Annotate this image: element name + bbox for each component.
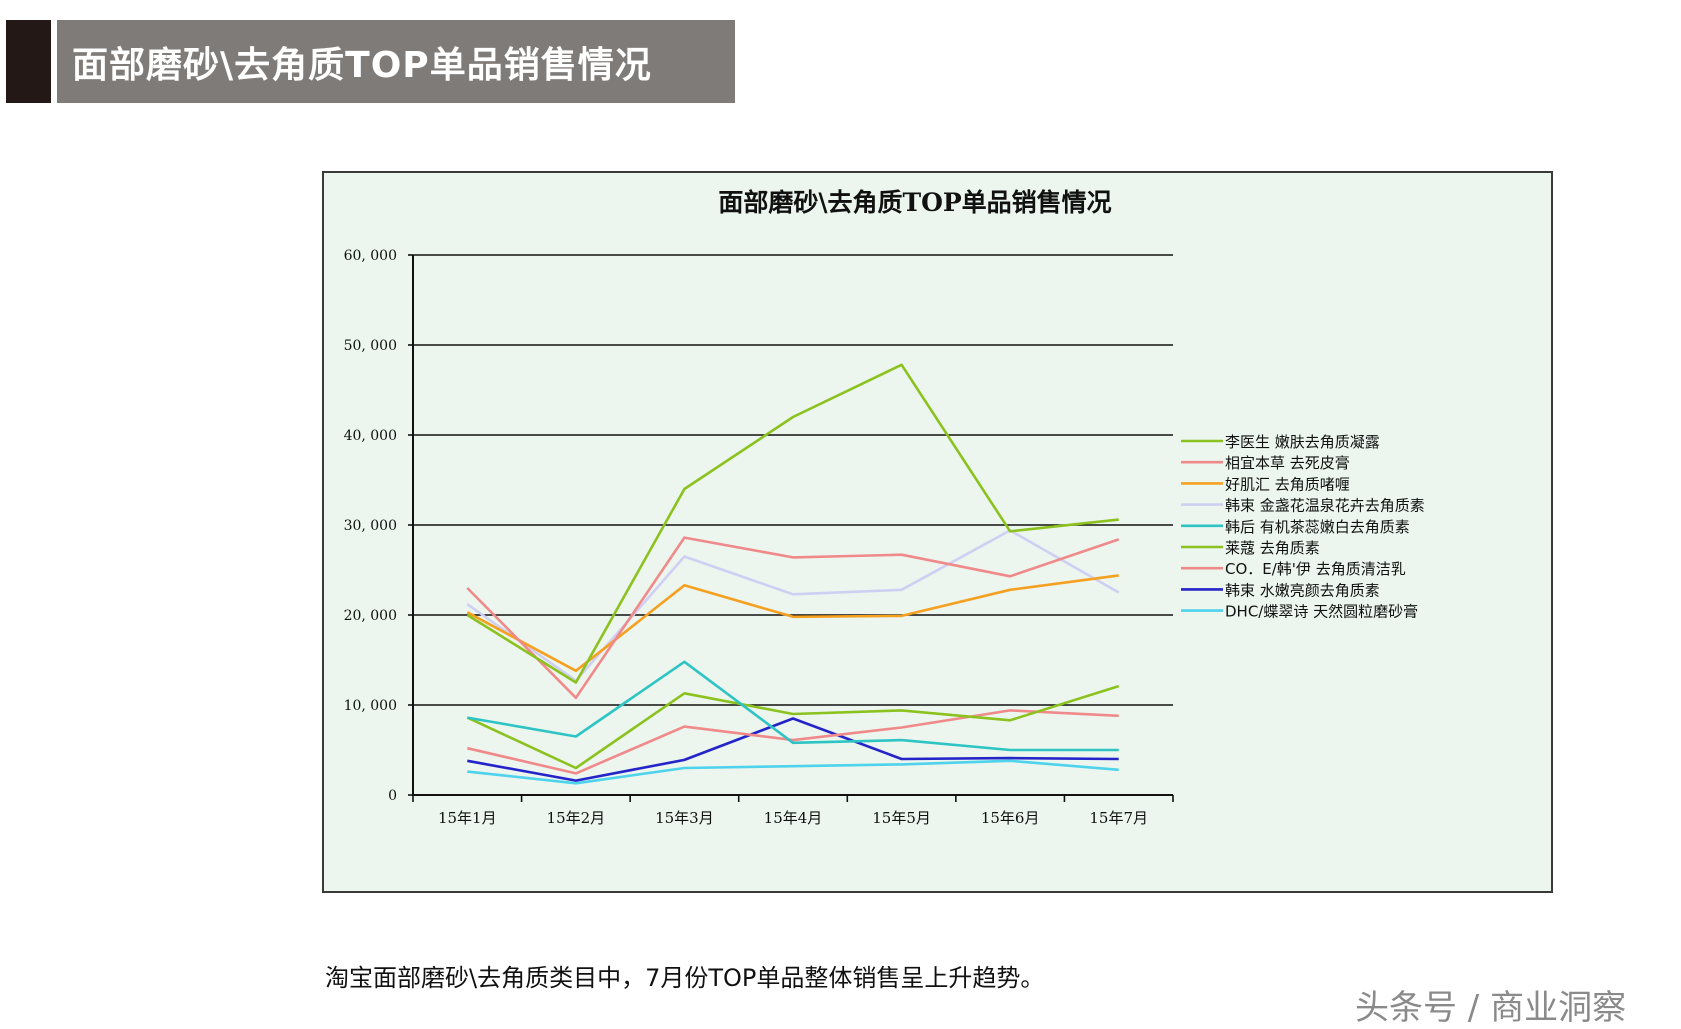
chart-title: 面部磨砂\去角质TOP单品销售情况 [718, 188, 1111, 217]
x-tick-label: 15年2月 [547, 809, 606, 827]
series-line-9 [467, 759, 1119, 785]
legend-label: CO．E/韩'伊 去角质清洁乳 [1225, 560, 1406, 578]
x-tick-label: 15年6月 [981, 809, 1040, 827]
page-title-banner: 面部磨砂\去角质TOP单品销售情况 [57, 20, 735, 103]
legend-label: 韩后 有机茶蕊嫩白去角质素 [1225, 518, 1410, 536]
legend-label: 好肌汇 去角质啫喱 [1225, 475, 1350, 493]
x-tick-label: 15年3月 [655, 809, 714, 827]
x-tick-label: 15年4月 [764, 809, 823, 827]
y-tick-label: 0 [388, 788, 397, 804]
y-tick-label: 10, 000 [344, 698, 397, 714]
caption-text: 淘宝面部磨砂\去角质类目中，7月份TOP单品整体销售呈上升趋势。 [325, 964, 1045, 992]
y-tick-label: 50, 000 [344, 338, 397, 354]
legend-label: 韩束 水嫩亮颜去角质素 [1225, 581, 1380, 599]
series-line-1 [466, 363, 1119, 684]
x-tick-label: 15年7月 [1089, 809, 1148, 827]
legend-label: 莱蔻 去角质素 [1225, 539, 1320, 557]
watermark: 头条号 / 商业洞察 [1355, 988, 1627, 1028]
x-tick-label: 15年5月 [872, 809, 931, 827]
series-line-2 [466, 536, 1120, 700]
legend-label: 韩束 金盏花温泉花卉去角质素 [1225, 497, 1425, 515]
series-line-6 [466, 684, 1120, 770]
series-line-3 [466, 574, 1119, 673]
y-tick-label: 20, 000 [344, 608, 397, 624]
series-line-8 [467, 717, 1119, 782]
series-line-4 [466, 529, 1120, 683]
line-chart: 面部磨砂\去角质TOP单品销售情况 0 10, 000 20, 000 30, 000… [344, 188, 1425, 827]
y-tick-label: 30, 000 [344, 518, 397, 534]
y-tick-label: 40, 000 [344, 428, 397, 444]
legend-label: 相宜本草 去死皮膏 [1225, 454, 1350, 472]
series-line-7 [467, 709, 1119, 775]
header-accent-block [6, 20, 51, 103]
chart-container: 面部磨砂\去角质TOP单品销售情况 0 10, 000 20, 000 30, 000… [322, 171, 1553, 893]
x-tick-label: 15年1月 [438, 809, 497, 827]
legend-label: DHC/蝶翠诗 天然圆粒磨砂膏 [1225, 603, 1418, 621]
y-tick-label: 60, 000 [344, 248, 397, 264]
series-line-5 [467, 660, 1119, 752]
page-title: 面部磨砂\去角质TOP单品销售情况 [72, 44, 652, 86]
legend-label: 李医生 嫩肤去角质凝露 [1225, 433, 1380, 451]
